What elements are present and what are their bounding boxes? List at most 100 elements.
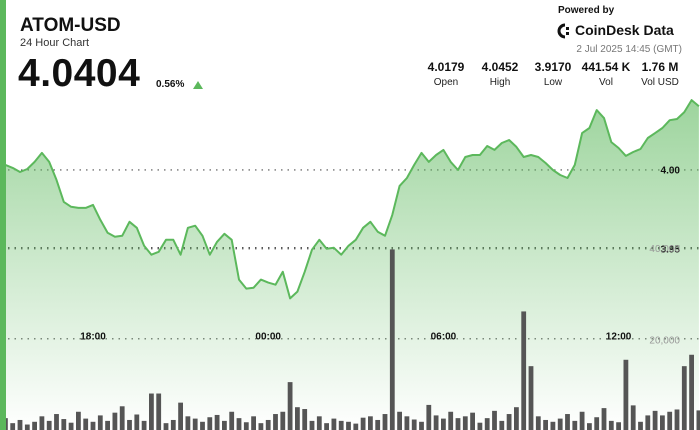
volume-bar (295, 407, 300, 430)
stat: 1.76 M Vol USD (630, 60, 690, 88)
volume-bar (149, 393, 154, 430)
volume-bar (623, 359, 629, 430)
volume-bar (134, 414, 140, 430)
volume-bar (10, 423, 16, 430)
volume-bar (499, 420, 505, 430)
stat-value: 441.54 K (581, 60, 631, 74)
volume-bar (127, 419, 132, 430)
volume-bar (565, 414, 570, 430)
volume-bar (287, 382, 293, 430)
volume-bar (630, 405, 636, 430)
volume-bar (76, 411, 81, 430)
x-tick-label: 12:00 (606, 332, 632, 343)
price: 4.0404 (18, 52, 141, 95)
volume-bar (441, 418, 446, 430)
volume-bar (97, 415, 103, 430)
volume-bar (652, 410, 658, 430)
price-line (5, 99, 700, 300)
y-tick-label: 3.95 (661, 244, 681, 255)
volume-bar (24, 424, 30, 430)
logo (557, 23, 569, 39)
brand: CoinDesk Data (575, 22, 674, 38)
stat-value: 1.76 M (641, 60, 679, 74)
volume-bar (251, 416, 256, 430)
volume-bar (462, 416, 468, 430)
stat: 4.0452 High (470, 60, 530, 88)
volume-bar (360, 417, 366, 430)
volume-bar (338, 420, 344, 430)
volume-bar (470, 412, 475, 430)
volume-bar (411, 419, 417, 430)
volume-bar (316, 416, 322, 430)
volume-bar (594, 417, 600, 430)
volume-bar (207, 417, 213, 430)
symbol: ATOM-USD (20, 15, 121, 36)
volume-bar (119, 406, 125, 430)
x-tick-label: 18:00 (80, 332, 106, 343)
volume-bar (273, 414, 278, 430)
volume-bar (222, 420, 227, 430)
volume-bar (382, 414, 388, 430)
volume-bar (521, 311, 527, 430)
volume-bar (243, 422, 249, 430)
y-tick-label: 4.00 (661, 166, 681, 177)
volume-bar (601, 408, 607, 430)
volume-bar (39, 416, 45, 430)
stat-value: 4.0452 (481, 60, 519, 74)
volume-bar (178, 402, 183, 430)
y2-tick-label: 40,000 (649, 244, 680, 255)
volume-bar (17, 419, 23, 430)
volume-bar (265, 419, 271, 430)
volume-bar (579, 411, 585, 430)
volume-bar (426, 404, 432, 430)
x-tick-label: 06:00 (431, 332, 457, 343)
volume-bar (346, 421, 351, 430)
powered-by: Powered by (558, 5, 615, 16)
volume-bar (141, 420, 147, 430)
volume-bar (492, 410, 497, 430)
volume-bar (90, 421, 96, 430)
stat: 4.0179 Open (416, 60, 476, 88)
stat-label: Vol (599, 77, 613, 88)
accent-bar (0, 0, 6, 430)
volume-bar (258, 423, 264, 430)
volume-bar (156, 393, 162, 430)
volume-bar (170, 419, 176, 430)
up-arrow (193, 81, 203, 89)
volume-bar (514, 407, 519, 430)
volume-bar (324, 423, 329, 430)
volume-bar (448, 411, 454, 430)
volume-bar (280, 411, 286, 430)
volume-bar (608, 420, 614, 430)
volume-bar (236, 418, 242, 430)
volume-bar (616, 422, 621, 430)
volume-bar (484, 418, 490, 430)
volume-bar (375, 419, 381, 430)
stat-label: High (489, 77, 511, 88)
stat: 3.9170 Low (523, 60, 583, 88)
volume-bar (68, 422, 74, 430)
volume-bar (32, 421, 37, 430)
volume-bar (528, 366, 534, 430)
stat-label: Open (433, 77, 459, 88)
volume-bar (455, 418, 461, 430)
volume-bar (433, 415, 439, 430)
volume-bar (353, 423, 359, 430)
change: 0.56% (156, 79, 185, 90)
volume-bar (83, 418, 89, 430)
x-tick-label: 00:00 (255, 332, 281, 343)
volume-bar (214, 414, 220, 430)
area-fill (5, 100, 699, 430)
volume-bar (404, 416, 410, 430)
volume-bar (309, 420, 315, 430)
volume-bar (163, 423, 169, 430)
volume-bar (389, 249, 395, 430)
volume-bar (535, 416, 541, 430)
volume-bar (419, 421, 424, 430)
volume-bar (185, 416, 191, 430)
volume-bar (543, 419, 548, 430)
y2-tick-label: 20,000 (649, 335, 680, 346)
volume-bar (302, 409, 308, 430)
